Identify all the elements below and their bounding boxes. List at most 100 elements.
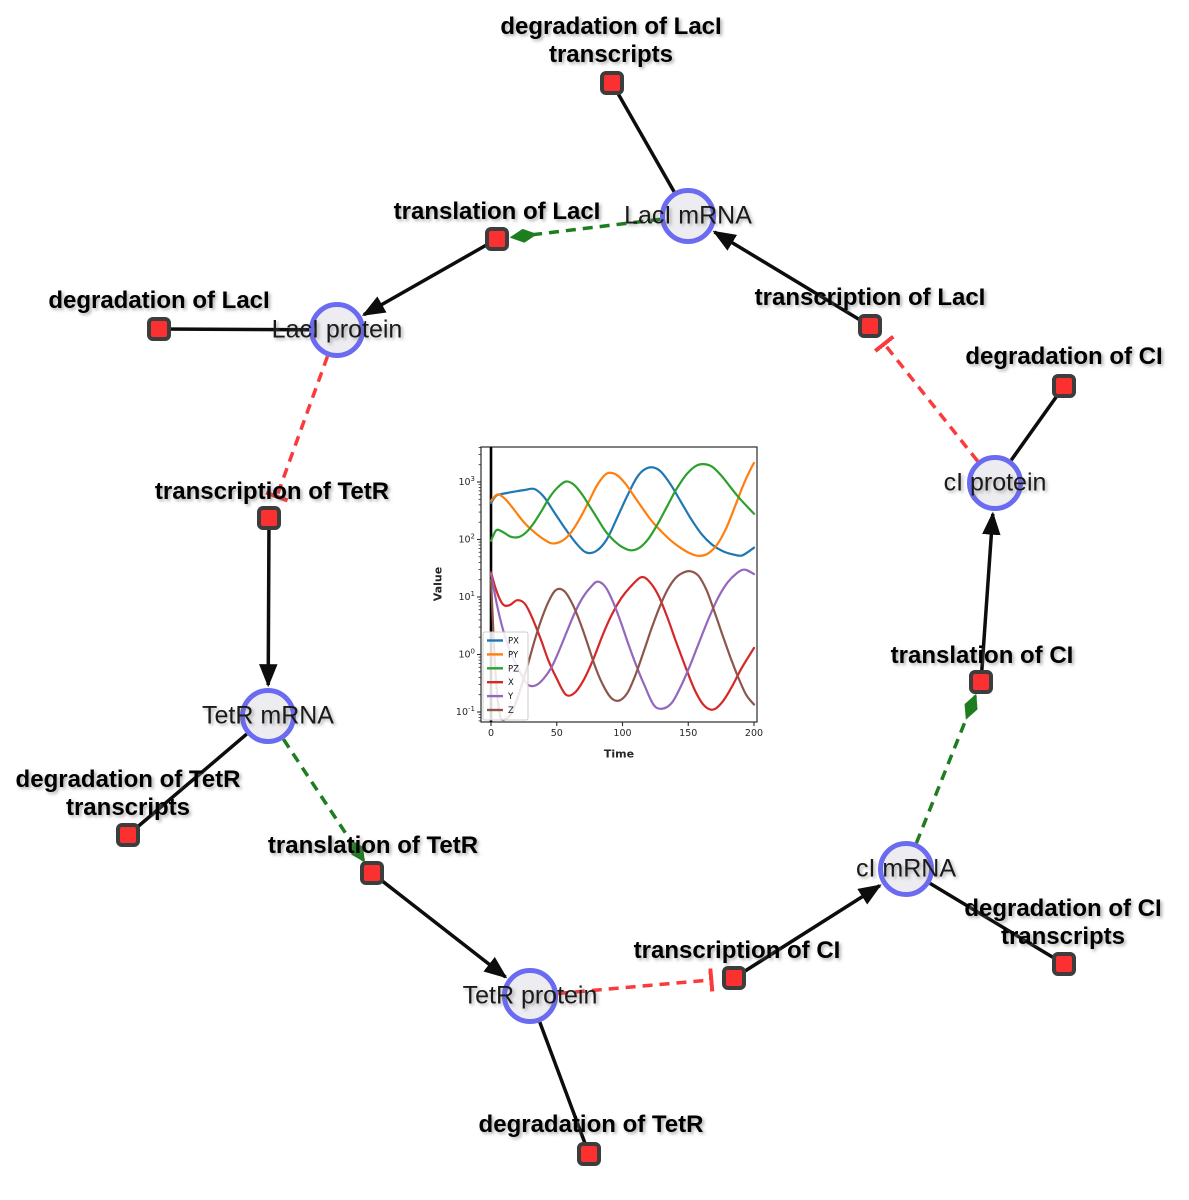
reaction-label-line: degradation of TetR — [478, 1111, 704, 1138]
y-tick-label: 10-1 — [456, 705, 475, 718]
species-node-tetr-protein[interactable] — [502, 968, 558, 1024]
reaction-node-transcription-tetr[interactable] — [257, 506, 281, 530]
chart-xlabel: Time — [603, 747, 635, 761]
legend-box — [482, 631, 529, 721]
edge-ci-mrna-to-translation-ci — [914, 693, 978, 844]
reaction-label-line: degradation of CI — [965, 343, 1163, 370]
plot-series-group — [489, 447, 756, 722]
reaction-node-translation-ci[interactable] — [969, 670, 993, 694]
reaction-label-translation-ci: translation of CI — [891, 642, 1074, 670]
y-tick-label: 101 — [458, 590, 475, 603]
species-node-tetr-mrna[interactable] — [240, 688, 296, 744]
reaction-label-degradation-laci-transcripts: degradation of LacI transcripts — [500, 13, 721, 69]
x-tick-label: 150 — [679, 728, 697, 739]
edge-transcription-tetr-to-tetr-mrna — [259, 517, 278, 688]
species-label-ci-mrna: cI mRNA — [856, 854, 956, 883]
reaction-node-degradation-ci-transcripts[interactable] — [1052, 952, 1076, 976]
reaction-label-degradation-ci: degradation of CI — [965, 343, 1162, 371]
reaction-label-transcription-tetr: transcription of TetR — [155, 478, 389, 506]
x-tick-label: 200 — [745, 728, 763, 739]
species-node-ci-mrna[interactable] — [878, 841, 934, 897]
reaction-label-line: degradation of CI — [964, 895, 1162, 922]
reaction-label-degradation-ci-transcripts: degradation of CI transcripts — [964, 895, 1161, 951]
legend-label-PY: PY — [508, 650, 519, 660]
reaction-label-line: transcripts — [1000, 923, 1126, 950]
edge-laci-mrna-to-translation-laci — [509, 217, 661, 243]
edge-laci-protein-to-transcription-tetr — [276, 355, 330, 498]
reaction-label-line: transcription of LacI — [754, 284, 986, 311]
inset-chart: 103 102 101 100 10-1 0 50 100 150 200 PX PY PZ X Y Z Ti… — [424, 436, 776, 768]
series-line-X — [489, 571, 756, 711]
edge-tetr-mrna-to-degradation-tetr-transcripts — [126, 732, 248, 837]
edge-translation-laci-to-laci-protein — [361, 237, 498, 317]
reaction-node-degradation-tetr-transcripts[interactable] — [116, 823, 140, 847]
species-label-laci-mrna: LacI mRNA — [624, 201, 752, 230]
reaction-label-line: translation of CI — [890, 642, 1074, 669]
reaction-label-translation-laci: translation of LacI — [394, 198, 601, 226]
series-line-Z — [489, 569, 756, 722]
reaction-node-translation-tetr[interactable] — [360, 861, 384, 885]
reaction-node-transcription-ci[interactable] — [722, 966, 746, 990]
reaction-label-line: degradation of LacI — [48, 287, 270, 314]
species-label-tetr-mrna: TetR mRNA — [202, 701, 334, 730]
reaction-label-translation-tetr: translation of TetR — [268, 832, 478, 860]
reaction-node-transcription-laci[interactable] — [858, 314, 882, 338]
legend-label-Z: Z — [508, 706, 514, 716]
chart-legend: PX PY PZ XYZ — [482, 631, 529, 721]
edge-transcription-ci-to-ci-mrna — [733, 884, 882, 980]
species-node-laci-mrna[interactable] — [660, 188, 716, 244]
reaction-node-degradation-tetr[interactable] — [577, 1142, 601, 1166]
y-tick-label: 102 — [458, 533, 475, 546]
reaction-label-transcription-ci: transcription of CI — [634, 937, 841, 965]
edge-ci-mrna-to-degradation-ci-transcripts — [929, 881, 1065, 966]
edge-ci-protein-to-transcription-laci — [883, 342, 979, 463]
species-label-ci-protein: cI protein — [943, 468, 1047, 497]
reaction-node-translation-laci[interactable] — [485, 227, 509, 251]
reaction-label-line: translation of TetR — [267, 832, 479, 859]
series-line-PZ — [489, 462, 756, 552]
series-line-Y — [489, 568, 756, 710]
reaction-label-line: translation of LacI — [393, 198, 601, 225]
reaction-label-transcription-laci: transcription of LacI — [755, 284, 986, 312]
species-label-laci-protein: LacI protein — [271, 315, 403, 344]
chart-plot-area: 103 102 101 100 10-1 0 50 100 150 200 PX PY PZ XYZ — [456, 446, 763, 739]
species-node-ci-protein[interactable] — [967, 455, 1023, 511]
series-line-PY — [489, 461, 756, 557]
chart-ylabel: Value — [431, 566, 445, 602]
reaction-label-line: transcripts — [65, 794, 191, 821]
reaction-label-degradation-tetr: degradation of TetR — [479, 1111, 704, 1139]
series-line-PX — [489, 466, 756, 557]
reaction-label-line: transcription of CI — [633, 937, 841, 964]
legend-label-Y: Y — [507, 692, 514, 702]
axes-box — [480, 446, 758, 723]
y-tick-label: 100 — [458, 648, 475, 661]
reaction-label-degradation-laci: degradation of LacI — [48, 287, 269, 315]
edge-translation-tetr-to-tetr-protein — [370, 871, 508, 979]
edge-ci-protein-to-degradation-ci — [1009, 384, 1066, 462]
reaction-label-line: transcription of TetR — [154, 478, 390, 505]
reaction-label-line: degradation of LacI — [500, 13, 722, 40]
edge-translation-ci-to-ci-protein — [979, 511, 1001, 683]
edge-laci-mrna-to-degradation-laci-transcripts — [610, 82, 676, 193]
x-tick-label: 0 — [488, 728, 494, 739]
species-label-tetr-protein: TetR protein — [462, 981, 598, 1010]
reaction-node-degradation-ci[interactable] — [1052, 374, 1076, 398]
edge-tetr-protein-to-degradation-tetr — [538, 1021, 591, 1155]
reaction-label-degradation-tetr-transcripts: degradation of TetR transcripts — [16, 766, 241, 822]
reaction-label-line: degradation of TetR — [15, 766, 241, 793]
edge-transcription-laci-to-laci-mrna — [712, 230, 871, 328]
legend-label-PZ: PZ — [508, 664, 519, 674]
reaction-node-degradation-laci[interactable] — [147, 317, 171, 341]
legend-label-X: X — [508, 678, 514, 688]
reaction-node-degradation-laci-transcripts[interactable] — [600, 71, 624, 95]
legend-label-PX: PX — [508, 637, 519, 647]
species-node-laci-protein[interactable] — [309, 302, 365, 358]
edge-tetr-protein-to-transcription-ci — [557, 980, 713, 996]
edge-laci-protein-to-degradation-laci — [158, 327, 310, 332]
edge-tetr-mrna-to-translation-tetr — [282, 738, 366, 863]
y-tick-label: 103 — [458, 475, 475, 488]
reaction-label-line: transcripts — [548, 41, 674, 68]
x-tick-label: 100 — [613, 728, 631, 739]
